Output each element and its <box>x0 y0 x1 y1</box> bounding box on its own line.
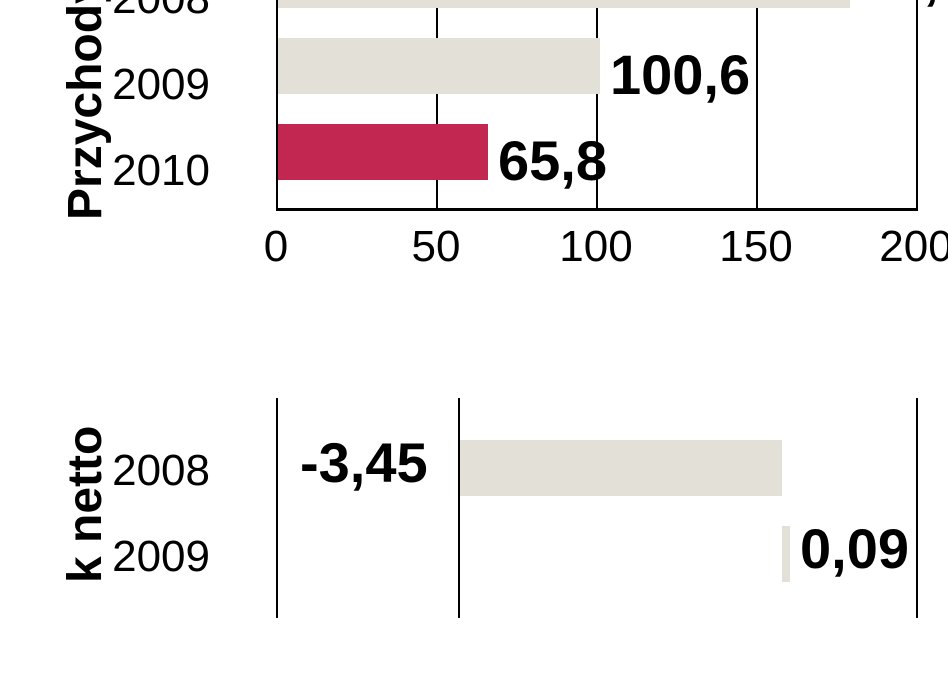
revenue-year-2010: 2010 <box>90 146 210 196</box>
revenue-tick-100: 100 <box>556 222 636 272</box>
revenue-year-2008: 2008 <box>90 0 210 24</box>
revenue-bar-2010 <box>278 124 488 180</box>
revenue-chart: Przychody 2008 2009 2010 179,5 100,6 65,… <box>0 0 948 340</box>
net-year-2008: 2008 <box>90 446 210 496</box>
revenue-tick-0: 0 <box>256 222 296 272</box>
revenue-grid-200 <box>916 0 918 210</box>
revenue-tick-200: 200 <box>872 222 948 272</box>
net-grid-left <box>276 398 278 618</box>
revenue-value-2008: 179,5 <box>830 0 948 11</box>
revenue-year-2009: 2009 <box>90 60 210 110</box>
net-value-2009: 0,09 <box>800 516 909 581</box>
revenue-value-2010: 65,8 <box>498 128 607 193</box>
net-year-2009: 2009 <box>90 532 210 582</box>
net-bar-2008 <box>460 440 782 496</box>
net-bar-2009 <box>782 526 790 582</box>
revenue-bar-2009 <box>278 38 600 94</box>
revenue-grid-150 <box>756 0 758 210</box>
net-value-2008: -3,45 <box>300 430 428 495</box>
net-chart: k netto 2008 2009 -3,45 0,09 <box>0 398 948 698</box>
revenue-tick-150: 150 <box>716 222 796 272</box>
revenue-tick-50: 50 <box>404 222 468 272</box>
revenue-bar-2008 <box>278 0 850 8</box>
revenue-value-2009: 100,6 <box>610 42 750 107</box>
net-grid-right <box>916 398 918 618</box>
net-grid-zero <box>458 398 460 618</box>
revenue-xaxis <box>276 208 918 211</box>
